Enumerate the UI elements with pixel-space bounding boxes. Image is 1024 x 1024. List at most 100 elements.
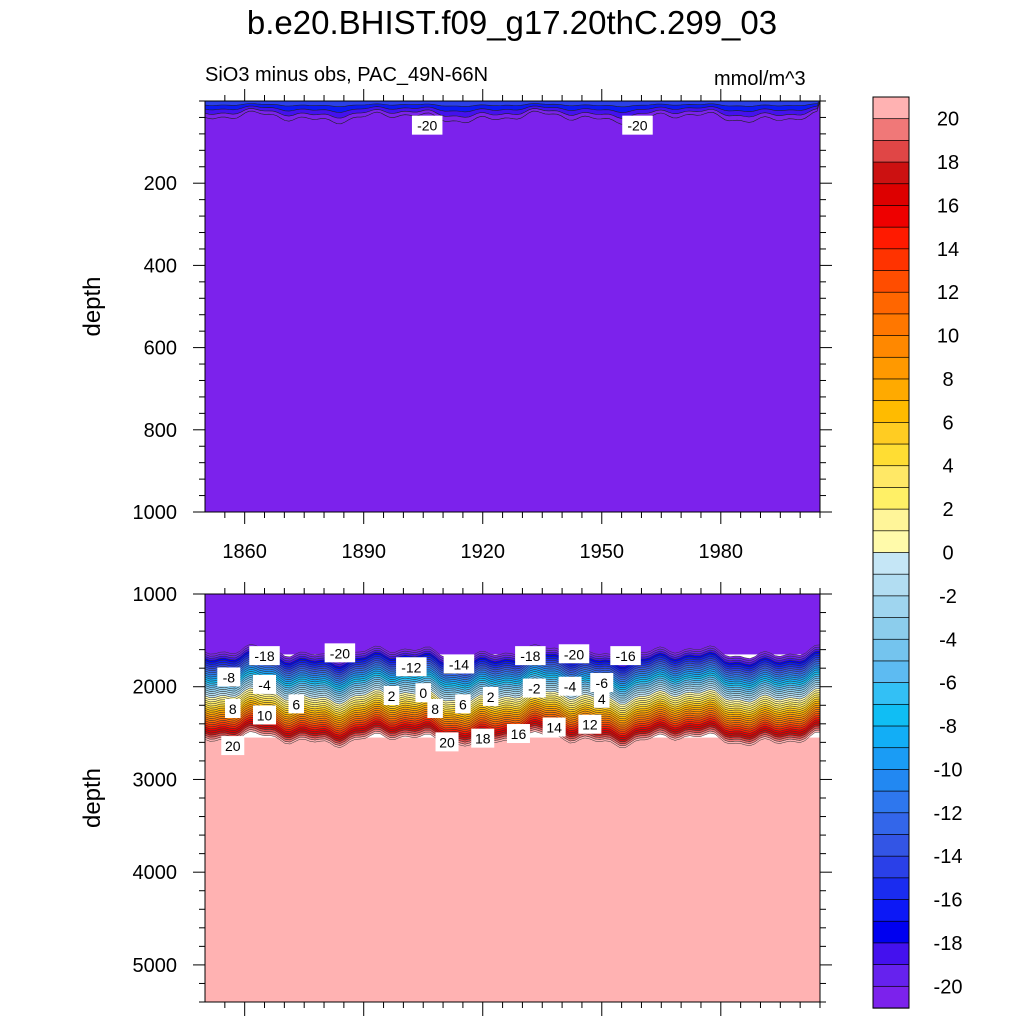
- contour-label-text: 2: [487, 689, 495, 705]
- colorbar-label: -18: [934, 933, 963, 955]
- colorbar-swatch: [872, 769, 910, 792]
- plot-frame: [204, 100, 821, 513]
- colorbar-swatch: [872, 573, 910, 597]
- contour-label-bg: [396, 657, 427, 677]
- colorbar-swatch: [872, 552, 910, 575]
- colorbar-swatch: [872, 400, 910, 424]
- colorbar-swatch: [872, 226, 910, 250]
- contour-label-bg: [288, 694, 305, 714]
- contour-label-bg: [542, 717, 566, 737]
- contour-label: 10: [253, 705, 277, 725]
- contour-label: -20: [622, 115, 653, 135]
- colorbar-label: 20: [937, 109, 959, 131]
- contour-label-text: 4: [598, 691, 606, 707]
- y-axis-label: depth: [79, 276, 106, 336]
- contour-label-text: 16: [511, 726, 527, 742]
- colorbar-swatch: [872, 161, 910, 185]
- chart-title: b.e20.BHIST.f09_g17.20thC.299_03: [246, 4, 778, 41]
- y-tick-label: 1000: [133, 502, 178, 524]
- colorbar-swatch: [872, 356, 910, 380]
- colorbar-swatch: [872, 942, 910, 966]
- x-tick-label: 1950: [580, 541, 625, 563]
- colorbar-label: -8: [939, 716, 957, 738]
- contour-band: [205, 644, 820, 663]
- plot-area: -20 -20: [205, 101, 820, 512]
- contour-label-text: -18: [520, 648, 540, 664]
- upper-panel: -20 -20 200 400 600 800 1000 depth 1860 1890 1920 1…: [79, 89, 832, 563]
- colorbar-swatch: [872, 508, 910, 532]
- contour-label-text: -16: [615, 648, 635, 664]
- contour-label-text: -20: [330, 645, 350, 661]
- contour-label-bg: [415, 683, 431, 703]
- contour-label-text: -4: [564, 679, 577, 695]
- colorbar-label: -12: [934, 803, 963, 825]
- y-tick-label: 800: [144, 420, 177, 442]
- contour-label: -14: [443, 654, 475, 674]
- contour-label-text: -20: [564, 646, 584, 662]
- contour-label-text: -20: [417, 118, 437, 134]
- colorbar-swatch: [872, 834, 910, 857]
- colorbar-label: -16: [934, 890, 963, 912]
- contour-label: -4: [558, 676, 582, 696]
- contour-label-text: -8: [223, 669, 236, 685]
- colorbar-label: 14: [937, 239, 959, 261]
- colorbar-swatch: [872, 638, 910, 662]
- x-tick-label: 1980: [699, 541, 744, 563]
- colorbar-frame: [872, 96, 910, 1009]
- contour-label-bg: [383, 686, 400, 705]
- colorbar-swatch: [872, 530, 910, 554]
- y-tick-label: 4000: [133, 862, 178, 884]
- contour-label: 18: [471, 728, 495, 748]
- contour-label-text: 12: [582, 717, 598, 733]
- colorbar-label: -6: [939, 673, 957, 695]
- y-tick-label: 400: [144, 255, 177, 277]
- contour-label: -12: [396, 657, 427, 677]
- contour-label-bg: [610, 646, 641, 666]
- contour-label-text: 6: [292, 696, 300, 712]
- colorbar-swatch: [872, 812, 910, 836]
- contour-band: [205, 101, 820, 108]
- colorbar-swatch: [872, 660, 910, 684]
- contour-label-bg: [253, 705, 277, 725]
- contour-label: -20: [558, 644, 590, 664]
- contour-label-text: 8: [431, 701, 439, 717]
- y-axis-label: depth: [79, 768, 106, 828]
- y-tick-label: 600: [144, 338, 177, 360]
- colorbar-swatch: [872, 985, 910, 1009]
- contour-label-bg: [455, 694, 471, 714]
- colorbar-label: 4: [942, 456, 953, 478]
- y-tick-label: 3000: [133, 769, 178, 791]
- colorbar-swatch: [872, 877, 910, 901]
- contour-label: 0: [415, 683, 431, 703]
- colorbar-label: -4: [939, 629, 957, 651]
- contour-label-text: -4: [258, 677, 271, 693]
- contour-label-text: -6: [596, 675, 609, 691]
- contour-label-bg: [471, 728, 495, 748]
- colorbar-label: 2: [942, 499, 953, 521]
- colorbar-swatch: [872, 140, 910, 163]
- contour-label-text: -2: [528, 681, 541, 697]
- contour-label: -2: [522, 678, 546, 698]
- contour-label: 12: [578, 714, 602, 734]
- colorbar-swatch: [872, 617, 910, 640]
- colorbar-label: 10: [937, 326, 959, 348]
- contour-label-bg: [225, 698, 241, 718]
- colorbar-swatch: [872, 703, 910, 727]
- contour-label: -18: [515, 646, 546, 666]
- y-tick-label: 200: [144, 173, 177, 195]
- contour-label-text: 8: [229, 701, 237, 717]
- colorbar-label: -10: [934, 759, 963, 781]
- contour-label-text: 18: [475, 731, 491, 747]
- colorbar-swatch: [872, 270, 910, 293]
- colorbar-swatch: [872, 335, 910, 358]
- colorbar-swatch: [872, 443, 910, 467]
- colorbar-label: 18: [937, 152, 959, 174]
- colorbar-swatch: [872, 96, 910, 120]
- contour-label-text: 10: [257, 707, 273, 723]
- contour-label-text: 6: [459, 696, 467, 712]
- contour-label-text: 2: [388, 688, 396, 704]
- colorbar-label: 8: [942, 369, 953, 391]
- contour-label-bg: [622, 115, 653, 135]
- contour-label: -20: [324, 643, 356, 663]
